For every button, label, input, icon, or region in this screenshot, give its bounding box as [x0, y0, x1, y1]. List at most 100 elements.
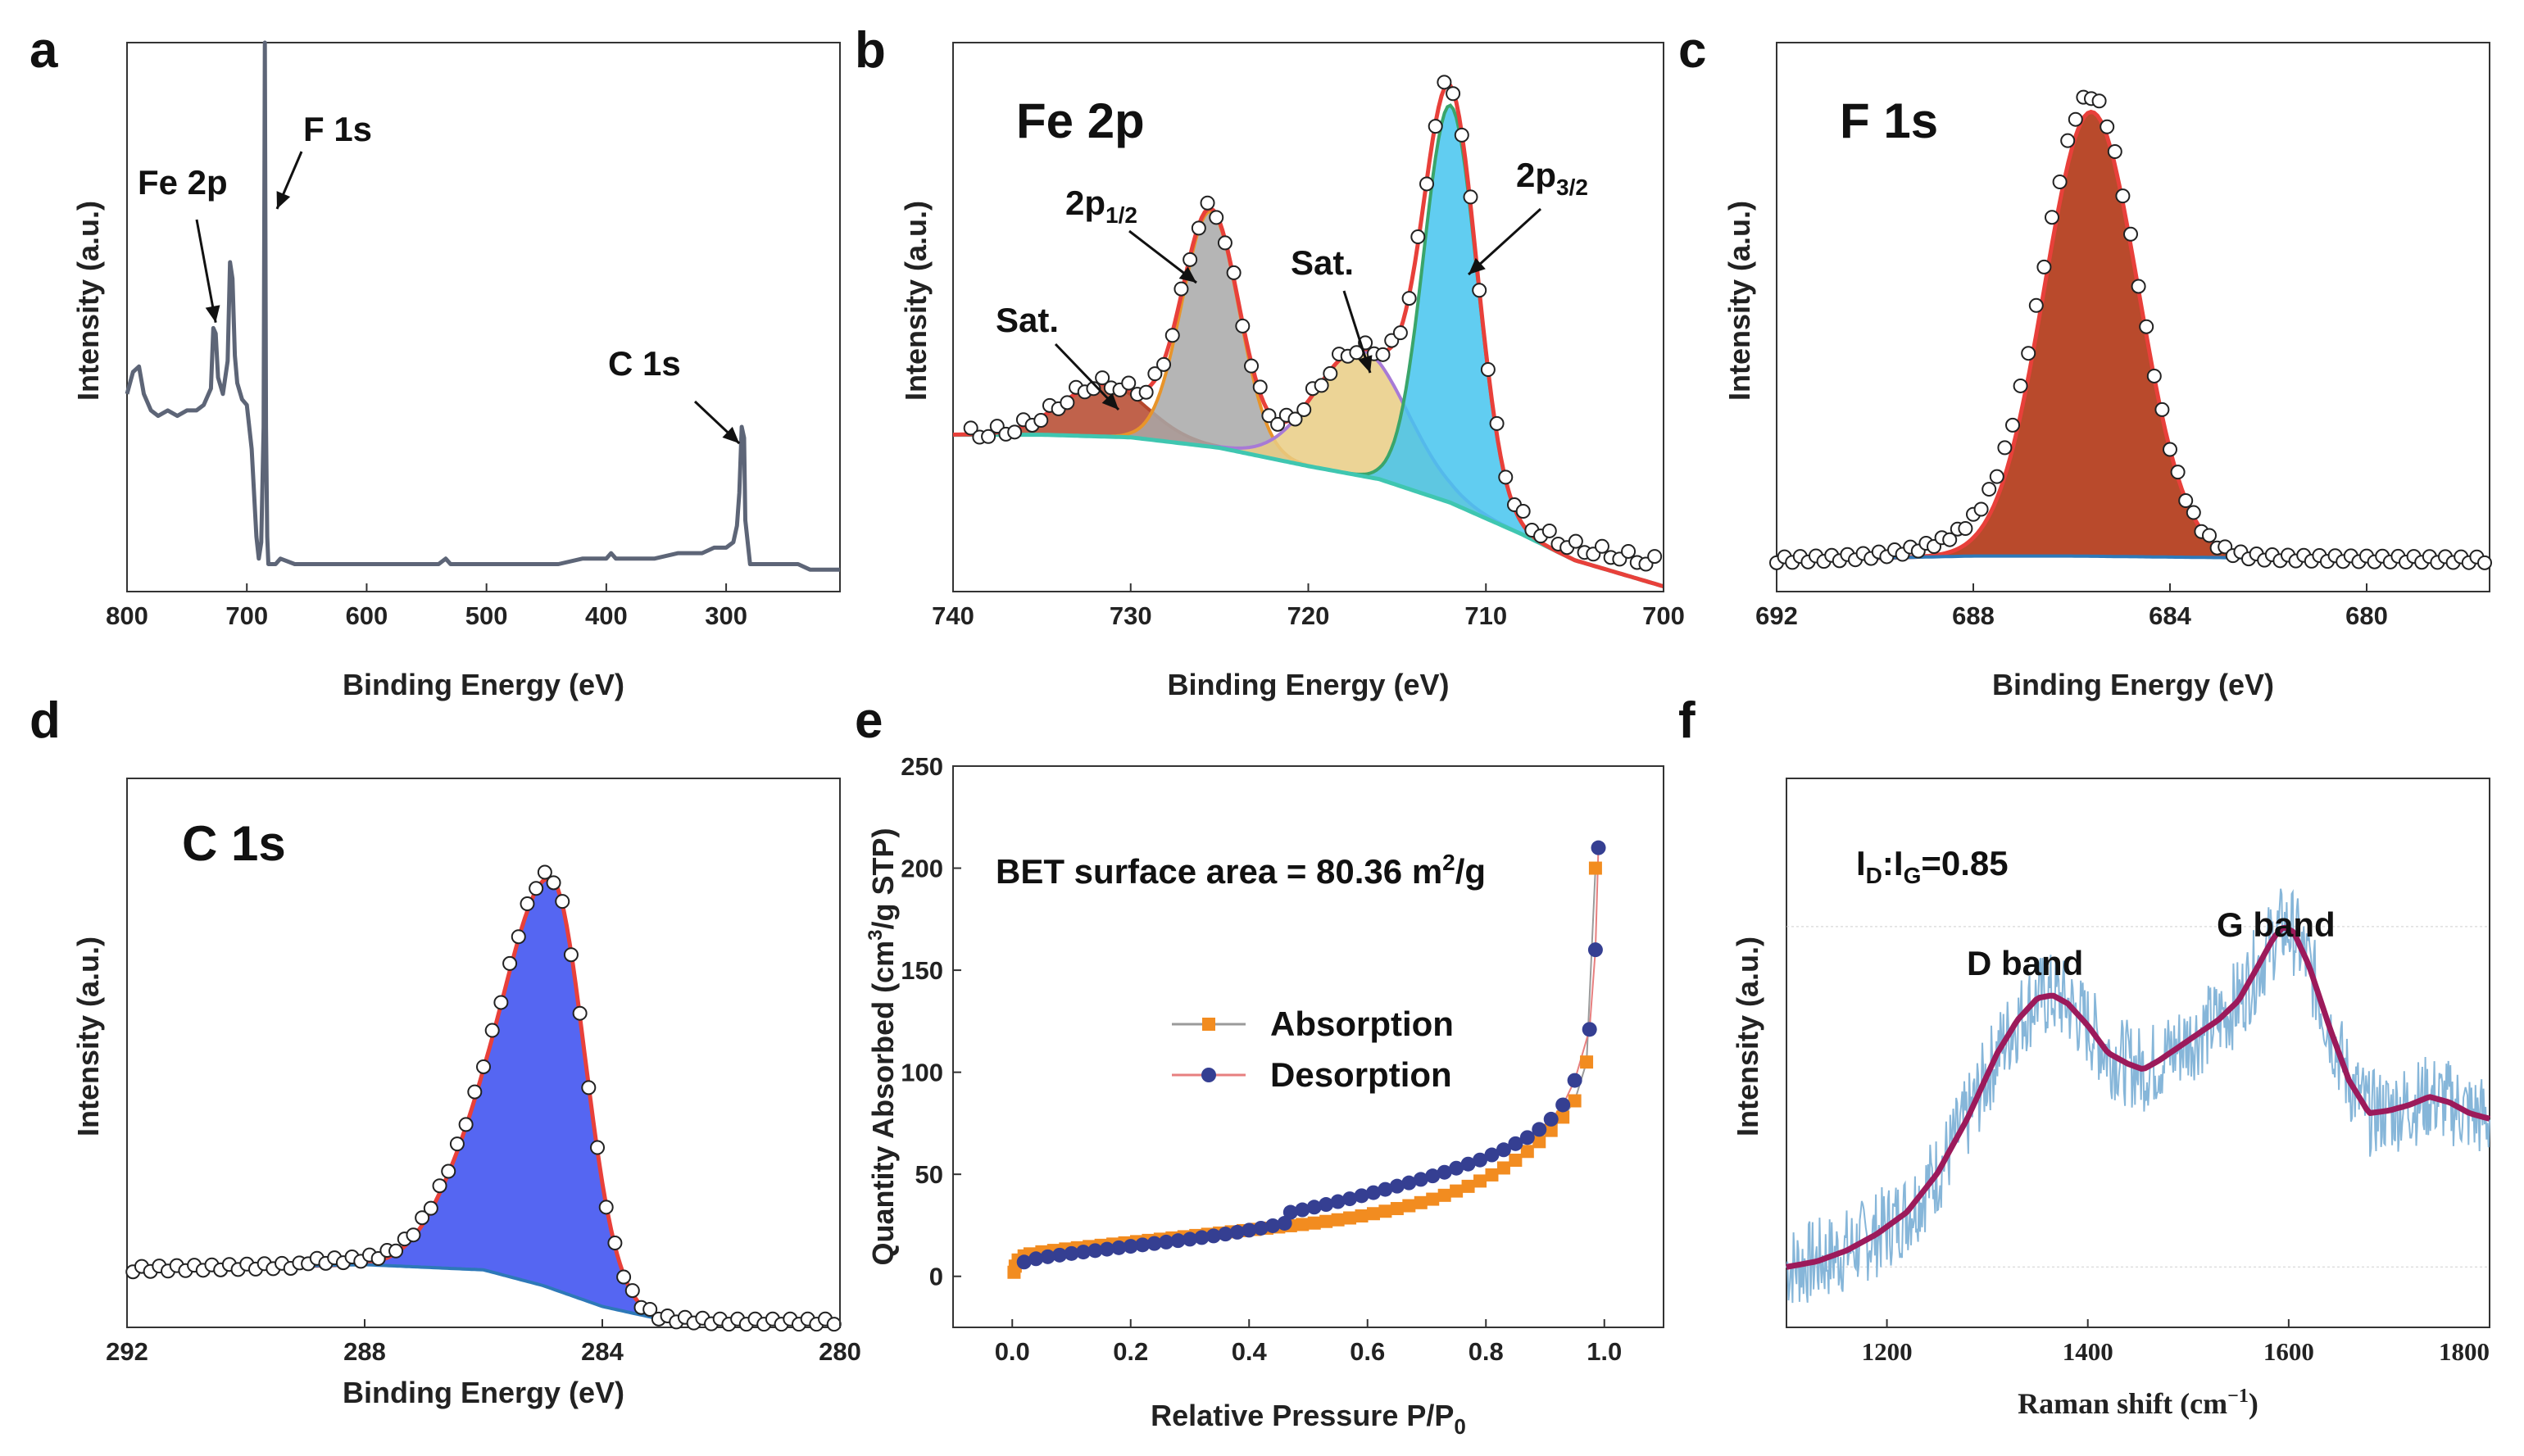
- desorption-point: [1401, 1175, 1417, 1191]
- desorption-point: [1111, 1240, 1127, 1255]
- data-point: [1164, 328, 1180, 343]
- panel-a-x-axis-label: Binding Energy (eV): [343, 668, 624, 701]
- e-x-tick-label: 0.4: [1232, 1337, 1268, 1366]
- legend-absorption-marker: [1202, 1018, 1215, 1031]
- desorption-point: [1413, 1172, 1428, 1187]
- f-plot-frame: [1786, 778, 2490, 1328]
- data-point: [2139, 319, 2154, 334]
- data-point: [1489, 415, 1505, 431]
- desorption-point: [1519, 1130, 1535, 1145]
- data-point: [1191, 220, 1206, 236]
- panel-d-title: C 1s: [182, 816, 286, 871]
- absorption-point: [1437, 1188, 1451, 1202]
- desorption-point: [1218, 1227, 1233, 1242]
- panel-f-x-axis-label-superscript: −1: [2227, 1386, 2249, 1407]
- desorption-point: [1437, 1164, 1452, 1180]
- desorption-point: [1028, 1251, 1044, 1267]
- arrow-2p-3-2-head: [1469, 257, 1486, 274]
- d-x-tick-label: 284: [581, 1337, 624, 1366]
- desorption-point: [1449, 1160, 1464, 1176]
- panel-f-x-axis-label: Raman shift (cm−1): [2018, 1386, 2258, 1420]
- e-x-tick-label: 0.2: [1113, 1337, 1148, 1366]
- e-plot-frame: [952, 765, 1664, 1328]
- f-y-axis-label: Intensity (a.u.): [1731, 937, 1764, 1136]
- data-point: [1296, 401, 1312, 417]
- desorption-point: [1087, 1243, 1103, 1259]
- desorption-point: [1123, 1239, 1138, 1254]
- data-point: [1446, 86, 1461, 102]
- data-point: [2005, 417, 2020, 433]
- data-point: [616, 1269, 632, 1285]
- c-plot-frame: [1776, 42, 2490, 592]
- desorption-point: [1052, 1247, 1068, 1263]
- data-point: [2107, 144, 2122, 160]
- data-point: [546, 875, 561, 891]
- survey-spectrum-line: [125, 40, 840, 572]
- desorption-point: [1242, 1222, 1257, 1238]
- data-point: [511, 929, 526, 945]
- data-point: [441, 1163, 456, 1179]
- absorption-point: [1366, 1207, 1380, 1221]
- panel-e-y-axis-label-tail: /g STP): [866, 828, 900, 929]
- panel-e-x-axis-label-subscript: 0: [1454, 1414, 1465, 1439]
- data-point: [529, 881, 544, 896]
- arrow-2p-1-2-head: [1178, 266, 1196, 283]
- absorption-point: [1473, 1174, 1487, 1188]
- absorption-point: [1520, 1145, 1534, 1159]
- data-point: [2036, 259, 2052, 274]
- data-point: [1147, 366, 1163, 382]
- data-point: [1541, 523, 1557, 538]
- data-point: [642, 1301, 658, 1317]
- absorption-point: [1319, 1214, 1333, 1228]
- panel-f-letter: f: [1678, 692, 1696, 749]
- data-point: [1314, 378, 1329, 393]
- arrow-f1s-head: [276, 191, 291, 209]
- desorption-point: [1473, 1152, 1488, 1168]
- b-x-tick-label: 700: [1642, 601, 1685, 630]
- absorption-point: [1580, 1055, 1594, 1069]
- desorption-point: [1543, 1111, 1559, 1127]
- data-point: [1428, 119, 1443, 134]
- data-point: [581, 1080, 597, 1095]
- panel-e: e 0 50 100 150 200 250 0.0 0.2 0.4 0.6 0.8 1.0 Relati…: [855, 692, 1664, 1439]
- desorption-point: [1135, 1237, 1151, 1253]
- b-y-axis-label: Intensity (a.u.): [899, 201, 933, 401]
- data-point: [2186, 505, 2201, 520]
- id-ig-ratio: ID:IG=0.85: [1856, 844, 2009, 888]
- data-point: [1235, 318, 1251, 333]
- legend-desorption-label: Desorption: [1270, 1055, 1452, 1094]
- panel-c-x-axis-label: Binding Energy (eV): [1992, 668, 2274, 701]
- data-point: [563, 947, 579, 963]
- absorption-point: [1331, 1213, 1345, 1227]
- data-point: [1156, 356, 1172, 372]
- data-point: [2068, 111, 2083, 127]
- absorption-point: [1588, 861, 1602, 875]
- data-point: [2091, 93, 2107, 109]
- data-point: [1480, 362, 1496, 378]
- desorption-point: [1425, 1168, 1441, 1184]
- data-point: [1401, 291, 1417, 306]
- absorption-point: [1402, 1199, 1416, 1213]
- legend-desorption-marker: [1201, 1068, 1216, 1082]
- data-point: [1392, 325, 1408, 341]
- e-y-tick-label: 50: [915, 1160, 943, 1189]
- desorption-point: [1277, 1215, 1292, 1231]
- data-point: [1287, 411, 1303, 427]
- e-x-tick-label: 0.8: [1469, 1337, 1504, 1366]
- desorption-point: [1282, 1204, 1298, 1220]
- a-x-tick-label: 400: [585, 601, 628, 630]
- b-x-tick-label: 740: [932, 601, 974, 630]
- data-point: [1982, 482, 1997, 497]
- absorption-point: [1343, 1211, 1357, 1225]
- label-sat-2: Sat.: [1291, 243, 1354, 282]
- data-point: [2060, 133, 2076, 148]
- desorption-point: [1582, 1022, 1597, 1037]
- absorption-point: [1556, 1110, 1570, 1124]
- panel-a: a 800 700 600 500 400 300 Binding Energy (eV) In…: [30, 22, 841, 701]
- data-point: [1217, 235, 1232, 251]
- id-ig-ratio-subscript-d: D: [1866, 863, 1882, 888]
- bet-annotation-tail: /g: [1455, 852, 1486, 891]
- data-point: [1958, 520, 1973, 536]
- panel-b-title: Fe 2p: [1016, 93, 1145, 148]
- c-x-tick-label: 688: [1952, 601, 1995, 630]
